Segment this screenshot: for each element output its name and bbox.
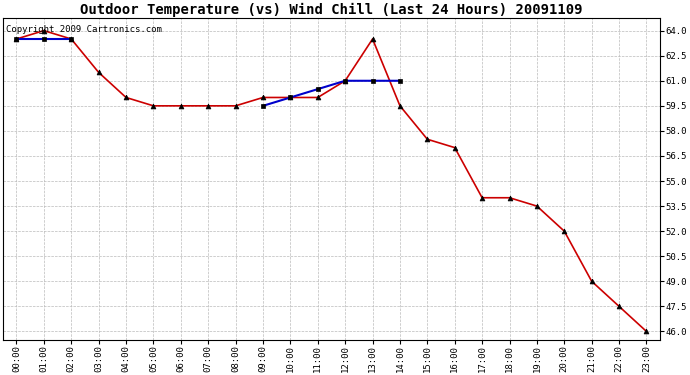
Title: Outdoor Temperature (vs) Wind Chill (Last 24 Hours) 20091109: Outdoor Temperature (vs) Wind Chill (Las… [80,3,583,17]
Text: Copyright 2009 Cartronics.com: Copyright 2009 Cartronics.com [6,24,162,33]
